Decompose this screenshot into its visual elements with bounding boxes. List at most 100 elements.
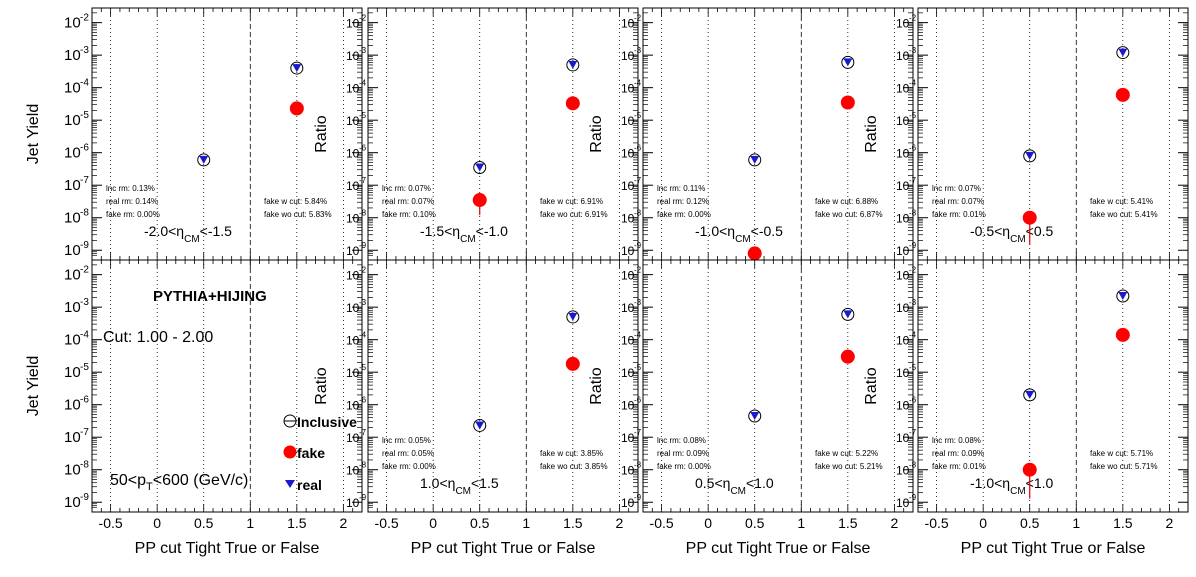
y-axis-title: Jet Yield (25, 104, 42, 164)
y-tick-exponent: -5 (359, 111, 367, 120)
y-tick-exponent: -4 (909, 79, 917, 88)
x-axis-title: PP cut Tight True or False (135, 540, 320, 557)
real-point (1025, 151, 1035, 160)
real-point (475, 163, 485, 172)
y-tick-exponent: -6 (634, 144, 642, 153)
y-tick-label: 10 (64, 364, 81, 381)
eta-range-label: -1.0<ηCM<-0.5 (695, 223, 783, 245)
y-tick-label: 10 (621, 431, 635, 445)
stat-text-right: fake wo cut: 5.83% (264, 210, 332, 219)
panel-6: 10-910-810-710-610-510-410-310 -2-0.5 0 0.5… (588, 259, 914, 557)
x-tick-label: 1.5 (838, 515, 858, 531)
y-tick-exponent: -5 (634, 111, 642, 120)
y-tick-exponent: -7 (634, 176, 642, 185)
x-axis-title: PP cut Tight True or False (961, 540, 1146, 557)
stat-text-left: fake rm: 0.00% (657, 462, 711, 471)
stat-text-left: lnc rm: 0.08% (932, 436, 981, 445)
stat-text-left: fake rm: 0.10% (382, 210, 436, 219)
y-tick-label: 10 (346, 399, 360, 413)
y-tick-exponent: -6 (80, 395, 89, 406)
panel-frame (917, 259, 1189, 513)
y-tick-label: 10 (64, 462, 81, 479)
inclusive-point (473, 418, 487, 432)
x-tick-label: 2 (615, 515, 623, 531)
real-point (843, 58, 853, 67)
y-tick-exponent: -2 (634, 14, 642, 23)
panel-4: 10-910-810-710-610-510-410-310 -2-0.5 0 0.5… (25, 259, 363, 557)
y-tick-label: 10 (64, 494, 81, 511)
y-axis-title: Ratio (588, 115, 605, 152)
y-tick-label: 10 (896, 301, 910, 315)
stat-text-right: fake w cut: 5.71% (1090, 449, 1153, 458)
y-tick-exponent: -7 (909, 176, 917, 185)
y-tick-exponent: -8 (909, 461, 917, 470)
y-tick-label: 10 (64, 210, 81, 227)
stat-text-right: fake wo cut: 5.41% (1090, 210, 1158, 219)
inclusive-point (748, 153, 762, 167)
y-tick-label: 10 (621, 147, 635, 161)
x-tick-label: 0.5 (1020, 515, 1040, 531)
y-tick-exponent: -7 (80, 175, 89, 186)
stat-text-right: fake w cut: 3.85% (540, 449, 603, 458)
y-tick-exponent: -8 (359, 461, 367, 470)
inclusive-point (841, 307, 855, 321)
y-tick-exponent: -2 (909, 266, 917, 275)
eta-range-label: 0.5<ηCM<1.0 (695, 475, 774, 497)
stat-text-left: fake rm: 0.00% (106, 210, 160, 219)
x-tick-label: 0 (979, 515, 987, 531)
stat-text-left: real rm: 0.09% (657, 449, 709, 458)
stat-text-left: fake rm: 0.00% (657, 210, 711, 219)
y-tick-exponent: -5 (634, 363, 642, 372)
y-tick-exponent: -5 (80, 110, 89, 121)
eta-range-label: 1.0<ηCM<1.5 (420, 475, 499, 497)
y-tick-label: 10 (64, 177, 81, 194)
y-tick-exponent: -5 (909, 111, 917, 120)
y-tick-label: 10 (621, 464, 635, 478)
y-tick-exponent: -3 (909, 46, 917, 55)
y-tick-label: 10 (621, 17, 635, 31)
y-tick-exponent: -7 (909, 428, 917, 437)
y-tick-exponent: -2 (634, 266, 642, 275)
x-tick-label: 1.5 (563, 515, 583, 531)
y-tick-exponent: -2 (359, 14, 367, 23)
stat-text-left: real rm: 0.07% (382, 197, 434, 206)
y-tick-label: 10 (346, 464, 360, 478)
real-point (1118, 48, 1128, 57)
y-tick-exponent: -6 (909, 144, 917, 153)
y-axis-title: Ratio (863, 367, 880, 404)
legend-title: PYTHIA+HIJING (153, 288, 267, 305)
y-tick-label: 10 (621, 82, 635, 96)
y-tick-label: 10 (346, 49, 360, 63)
panel-frame (91, 259, 363, 513)
y-tick-exponent: -8 (80, 460, 89, 471)
real-point (1025, 390, 1035, 399)
stat-text-left: lnc rm: 0.07% (382, 184, 431, 193)
real-point (199, 155, 209, 164)
stat-text-right: fake wo cut: 5.21% (815, 462, 883, 471)
legend-cut-label: Cut: 1.00 - 2.00 (103, 329, 213, 346)
real-point (568, 312, 578, 321)
y-tick-label: 10 (621, 366, 635, 380)
y-tick-exponent: -9 (359, 493, 367, 502)
fake-point (472, 193, 487, 208)
x-tick-label: 1 (246, 515, 254, 531)
y-tick-label: 10 (621, 114, 635, 128)
y-tick-exponent: -3 (359, 46, 367, 55)
y-tick-label: 10 (896, 82, 910, 96)
y-tick-label: 10 (621, 49, 635, 63)
y-tick-exponent: -6 (634, 396, 642, 405)
y-tick-exponent: -6 (359, 144, 367, 153)
y-tick-exponent: -4 (359, 79, 367, 88)
stat-text-left: lnc rm: 0.11% (657, 184, 705, 193)
y-tick-label: 10 (346, 114, 360, 128)
x-tick-label: -0.5 (375, 515, 399, 531)
y-tick-label: 10 (64, 15, 81, 32)
y-tick-exponent: -6 (359, 396, 367, 405)
y-tick-label: 10 (346, 147, 360, 161)
y-tick-label: 10 (64, 145, 81, 162)
inclusive-point (566, 58, 580, 72)
y-tick-exponent: -7 (359, 428, 367, 437)
stat-text-left: fake rm: 0.01% (932, 462, 986, 471)
y-tick-label: 10 (621, 179, 635, 193)
x-tick-label: 1 (522, 515, 530, 531)
